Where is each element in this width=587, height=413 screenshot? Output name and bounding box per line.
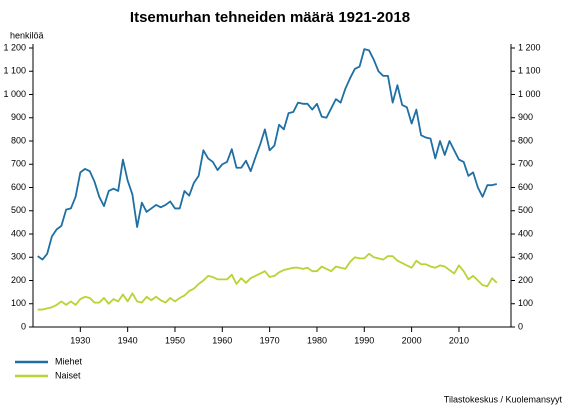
y-tick-label: 200 bbox=[518, 275, 533, 285]
y-tick-label: 400 bbox=[518, 228, 533, 238]
y-tick-label: 500 bbox=[518, 205, 533, 215]
y-tick-label: 1 200 bbox=[518, 42, 541, 52]
x-tick-label: 2010 bbox=[449, 335, 469, 345]
legend-label: Naiset bbox=[55, 370, 81, 380]
y-tick-label: 800 bbox=[518, 135, 533, 145]
y-tick-label: 0 bbox=[21, 321, 26, 331]
y-tick-label: 1 000 bbox=[518, 89, 541, 99]
x-tick-label: 1960 bbox=[212, 335, 232, 345]
y-axis-label: henkilöä bbox=[10, 30, 44, 40]
y-tick-label: 100 bbox=[11, 298, 26, 308]
y-tick-label: 1 100 bbox=[3, 66, 26, 76]
x-tick-label: 1940 bbox=[118, 335, 138, 345]
x-tick-label: 1970 bbox=[260, 335, 280, 345]
y-tick-label: 700 bbox=[11, 159, 26, 169]
y-tick-label: 0 bbox=[518, 321, 523, 331]
y-tick-label: 1 200 bbox=[3, 42, 26, 52]
y-tick-label: 500 bbox=[11, 205, 26, 215]
y-tick-label: 200 bbox=[11, 275, 26, 285]
y-tick-label: 300 bbox=[518, 252, 533, 262]
chart-title: Itsemurhan tehneiden määrä 1921-2018 bbox=[130, 9, 410, 26]
series-line bbox=[37, 48, 498, 261]
x-tick-label: 1930 bbox=[70, 335, 90, 345]
y-tick-label: 700 bbox=[518, 159, 533, 169]
y-tick-label: 800 bbox=[11, 135, 26, 145]
source: Tilastokeskus / Kuolemansyyt bbox=[444, 394, 563, 404]
y-tick-label: 600 bbox=[11, 182, 26, 192]
y-tick-label: 900 bbox=[518, 112, 533, 122]
x-tick-label: 1950 bbox=[165, 335, 185, 345]
x-tick-label: 2000 bbox=[402, 335, 422, 345]
y-tick-label: 1 000 bbox=[3, 89, 26, 99]
x-tick-label: 1980 bbox=[307, 335, 327, 345]
y-tick-label: 900 bbox=[11, 112, 26, 122]
legend-label: Miehet bbox=[55, 356, 83, 366]
y-tick-label: 600 bbox=[518, 182, 533, 192]
y-tick-label: 400 bbox=[11, 228, 26, 238]
series-line bbox=[37, 252, 498, 311]
y-tick-label: 300 bbox=[11, 252, 26, 262]
y-tick-label: 1 100 bbox=[518, 66, 541, 76]
x-tick-label: 1990 bbox=[354, 335, 374, 345]
y-tick-label: 100 bbox=[518, 298, 533, 308]
